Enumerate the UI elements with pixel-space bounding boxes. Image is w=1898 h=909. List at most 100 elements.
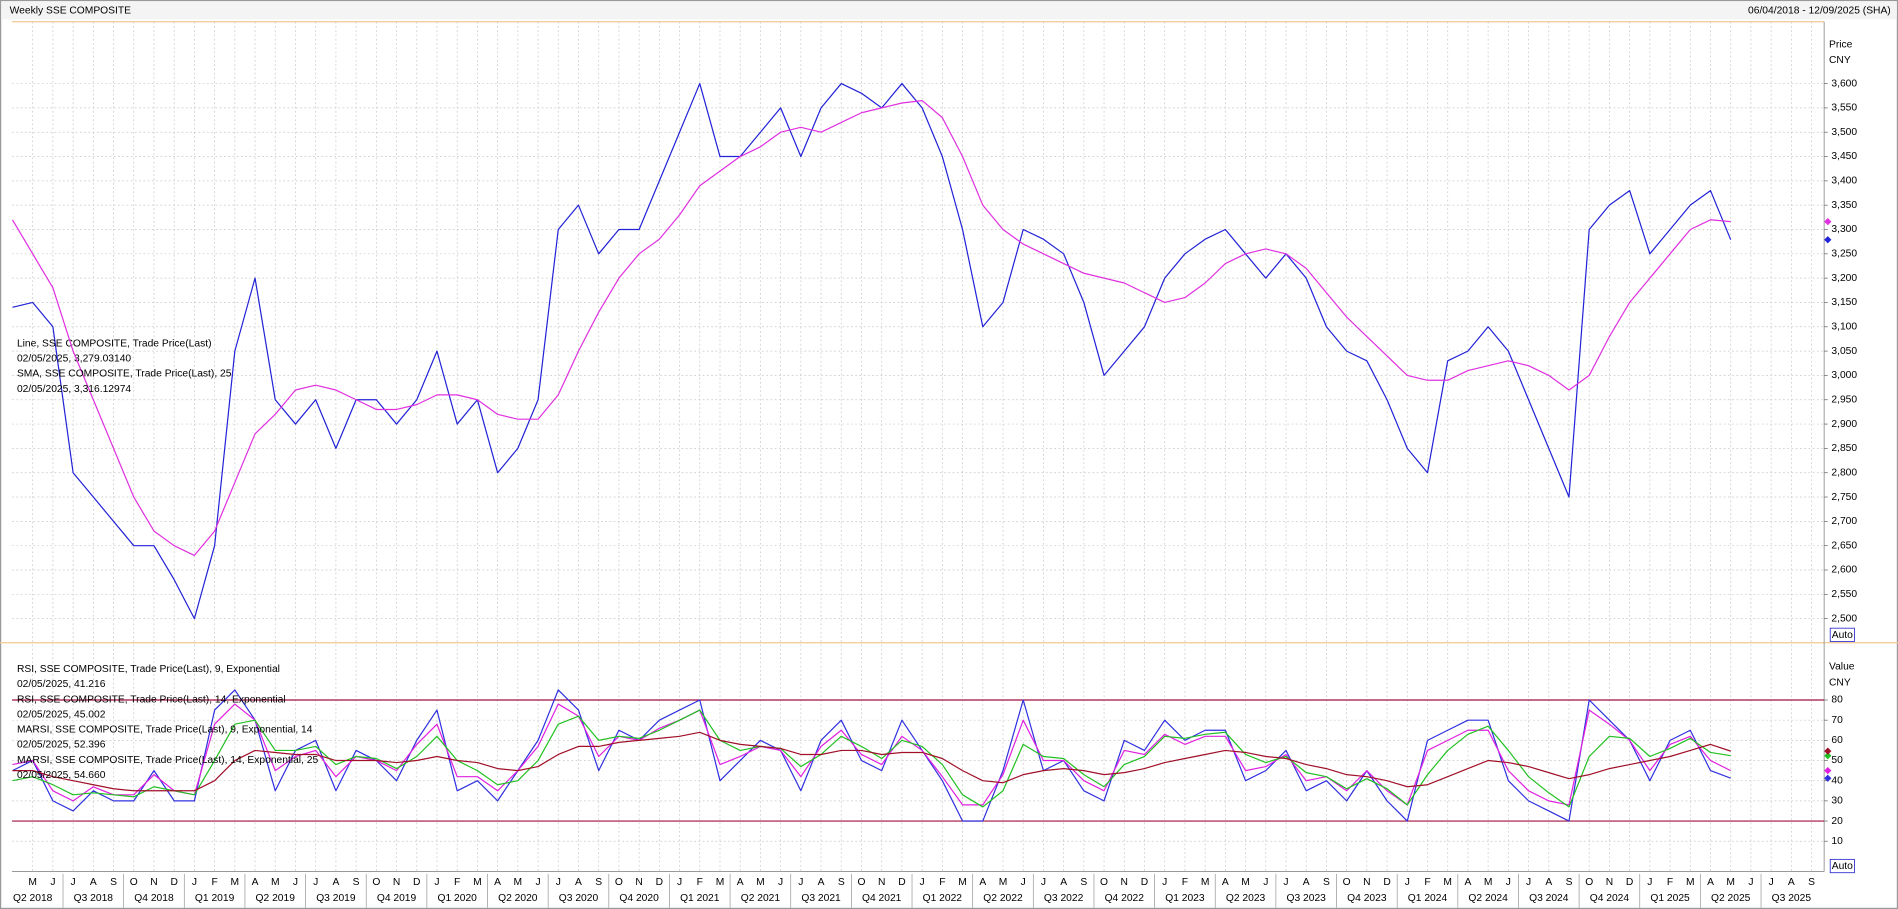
month-label: A [1060, 877, 1067, 888]
month-label: J [1405, 877, 1410, 888]
month-label: A [1788, 877, 1795, 888]
quarter-label: Q3 2024 [1529, 893, 1569, 904]
y-tick-label: 3,150 [1831, 297, 1857, 308]
y-tick-label: 80 [1831, 695, 1843, 706]
y-tick-label: 3,300 [1831, 224, 1857, 235]
y-tick-label: 2,800 [1831, 467, 1857, 478]
date-range: 06/04/2018 - 12/09/2025 (SHA) [1748, 6, 1891, 17]
quarter-label: Q1 2024 [1408, 893, 1448, 904]
legend-name: Line, SSE COMPOSITE, Trade Price(Last) [17, 338, 212, 349]
legend-detail: 02/05/2025, 54.660 [17, 770, 106, 781]
y-tick-label: 3,400 [1831, 176, 1857, 187]
quarter-label: Q1 2021 [680, 893, 720, 904]
month-label: J [1162, 877, 1167, 888]
month-label: J [1021, 877, 1026, 888]
grid-layer [12, 21, 1825, 872]
legend-name: MARSI, SSE COMPOSITE, Trade Price(Last),… [17, 755, 319, 766]
month-label: S [1080, 877, 1087, 888]
month-label: M [271, 877, 280, 888]
month-label: N [1606, 877, 1613, 888]
month-label: O [857, 877, 865, 888]
quarter-label: Q4 2021 [862, 893, 902, 904]
month-label: S [1323, 877, 1330, 888]
month-label: A [90, 877, 97, 888]
quarter-label: Q3 2021 [801, 893, 841, 904]
series-line [12, 731, 1731, 792]
month-label: J [434, 877, 439, 888]
chart-title: Weekly SSE COMPOSITE [10, 6, 131, 17]
y-tick-label: 70 [1831, 715, 1843, 726]
month-label: J [1647, 877, 1652, 888]
month-label: A [494, 877, 501, 888]
legend-name: RSI, SSE COMPOSITE, Trade Price(Last), 1… [17, 694, 286, 705]
quarter-label: Q2 2020 [498, 893, 538, 904]
month-label: F [1667, 877, 1673, 888]
quarter-label: Q2 2018 [13, 893, 53, 904]
y-axis-unit: CNY [1829, 677, 1851, 688]
quarter-label: Q3 2023 [1287, 893, 1327, 904]
month-label: A [1303, 877, 1310, 888]
month-label: N [635, 877, 642, 888]
y-tick-label: 3,450 [1831, 151, 1857, 162]
month-label: J [798, 877, 803, 888]
y-tick-label: 3,200 [1831, 273, 1857, 284]
legend-name: MARSI, SSE COMPOSITE, Trade Price(Last),… [17, 725, 313, 736]
y-axis-label: Value [1829, 662, 1855, 673]
y-axis-label: Price [1829, 40, 1853, 51]
quarter-label: Q4 2018 [134, 893, 174, 904]
month-label: N [393, 877, 400, 888]
month-label: A [1222, 877, 1229, 888]
month-label: O [1100, 877, 1108, 888]
month-label: J [1769, 877, 1774, 888]
month-label: S [595, 877, 602, 888]
series-line [11, 99, 1731, 557]
month-label: D [898, 877, 905, 888]
quarter-label: Q3 2025 [1772, 893, 1812, 904]
month-label: A [818, 877, 825, 888]
quarter-label: Q4 2022 [1105, 893, 1145, 904]
y-tick-label: 2,600 [1831, 565, 1857, 576]
series-line [12, 703, 1731, 806]
month-label: F [939, 877, 945, 888]
legend-detail: 02/05/2025, 41.216 [17, 679, 106, 690]
month-label: J [293, 877, 298, 888]
quarter-label: Q1 2019 [195, 893, 235, 904]
month-label: A [575, 877, 582, 888]
quarter-label: Q3 2019 [316, 893, 356, 904]
month-label: O [1585, 877, 1593, 888]
y-tick-label: 30 [1831, 796, 1843, 807]
month-label: M [1201, 877, 1210, 888]
quarter-label: Q2 2021 [741, 893, 781, 904]
quarter-label: Q2 2025 [1711, 893, 1751, 904]
quarter-label: Q4 2024 [1590, 893, 1630, 904]
y-tick-label: 50 [1831, 755, 1843, 766]
month-label: F [454, 877, 460, 888]
quarter-label: Q2 2024 [1468, 893, 1508, 904]
y-tick-label: 60 [1831, 735, 1843, 746]
quarter-label: Q1 2022 [923, 893, 963, 904]
series-line [12, 689, 1731, 822]
scale-button-label: Auto [1832, 861, 1853, 872]
scale-button-label: Auto [1832, 630, 1853, 641]
month-label: S [1808, 877, 1815, 888]
month-label: N [150, 877, 157, 888]
month-label: M [28, 877, 37, 888]
legend-name: SMA, SSE COMPOSITE, Trade Price(Last), 2… [17, 369, 232, 380]
month-label: S [1566, 877, 1573, 888]
legend-detail: 02/05/2025, 52.396 [17, 740, 106, 751]
legend-detail: 02/05/2025, 3,279.03140 [17, 354, 131, 365]
y-tick-label: 3,100 [1831, 322, 1857, 333]
scale-button [1829, 627, 1855, 642]
month-label: M [756, 877, 765, 888]
month-label: F [1182, 877, 1188, 888]
month-label: D [656, 877, 663, 888]
month-label: A [252, 877, 259, 888]
month-label: J [1506, 877, 1511, 888]
month-label: M [1726, 877, 1735, 888]
month-label: J [677, 877, 682, 888]
month-label: M [958, 877, 967, 888]
month-label: J [1526, 877, 1531, 888]
month-label: M [1443, 877, 1452, 888]
